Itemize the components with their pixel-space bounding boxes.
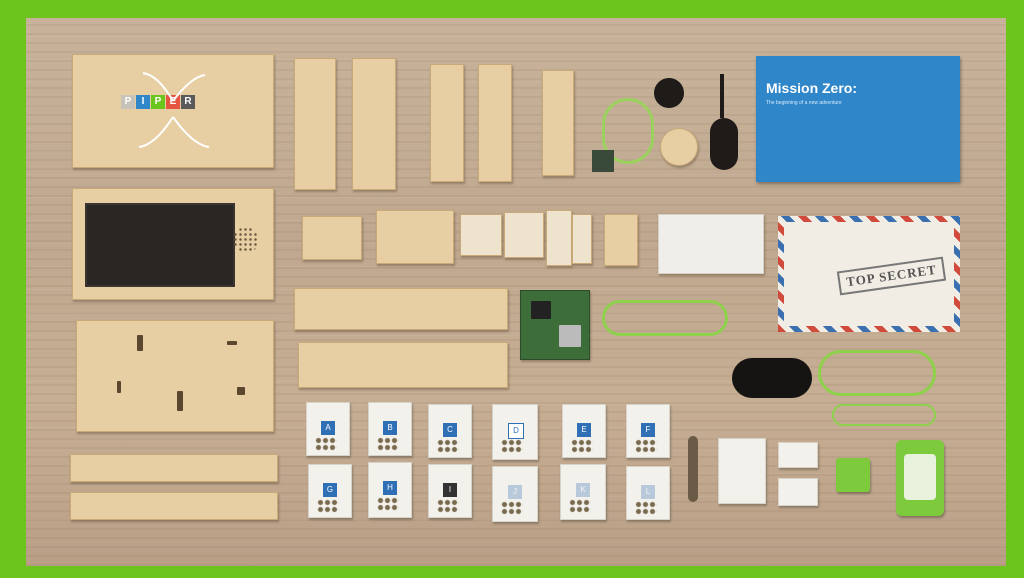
logo-letter: P xyxy=(151,95,165,109)
speaker xyxy=(654,78,684,108)
breadboard xyxy=(718,438,766,504)
parts-bag: E xyxy=(562,404,606,458)
long-panel-2 xyxy=(298,342,508,388)
puzzle-piece-4 xyxy=(572,214,592,264)
puzzle-piece-1 xyxy=(460,214,502,256)
bag-label: E xyxy=(577,423,591,437)
parts-bag: H xyxy=(368,462,412,518)
bag-label: I xyxy=(443,483,457,497)
front-panel-with-screen xyxy=(72,188,274,300)
bag-label: G xyxy=(323,483,337,497)
bag-label: J xyxy=(508,485,522,499)
display-screen xyxy=(85,203,235,287)
bag-label: D xyxy=(508,423,524,439)
camera-module xyxy=(592,150,614,172)
logo-circuit-lines xyxy=(138,72,210,148)
small-white-box-1 xyxy=(778,442,818,468)
long-strip-2 xyxy=(70,492,278,520)
side-piece-2 xyxy=(352,58,396,190)
parts-bag: J xyxy=(492,466,538,522)
puzzle-piece-3 xyxy=(546,210,572,266)
wood-ring-piece xyxy=(660,128,698,166)
mouse xyxy=(710,118,738,170)
small-white-box-2 xyxy=(778,478,818,506)
bag-label: A xyxy=(321,421,335,435)
parts-bag: D xyxy=(492,404,538,460)
bag-label: H xyxy=(383,481,397,495)
speaker-cable xyxy=(602,98,654,164)
book-title: Mission Zero: xyxy=(766,80,858,96)
battery-holder-piece xyxy=(376,210,454,264)
speaker-grille xyxy=(233,227,259,253)
side-piece-4 xyxy=(478,64,512,182)
book-subtitle: The beginning of a new adventure xyxy=(766,100,842,106)
mission-zero-book: Mission Zero: The beginning of a new adv… xyxy=(756,56,960,182)
bottom-panel xyxy=(76,320,274,432)
logo-letter: E xyxy=(166,95,180,109)
white-case xyxy=(658,214,764,274)
top-secret-envelope: TOP SECRET xyxy=(778,216,960,332)
screwdriver xyxy=(688,436,698,502)
mouse-cable xyxy=(720,74,724,118)
logo-letter: R xyxy=(181,95,195,109)
top-panel-with-logo: P I P E R xyxy=(72,54,274,168)
long-strip-1 xyxy=(70,454,278,482)
battery-pack xyxy=(896,440,944,516)
parts-bag: L xyxy=(626,466,670,520)
puzzle-piece-2 xyxy=(504,212,544,258)
small-block-2 xyxy=(604,214,638,266)
bag-label: L xyxy=(641,485,655,499)
parts-bag: I xyxy=(428,464,472,518)
parts-bag: A xyxy=(306,402,350,456)
side-piece-1 xyxy=(294,58,336,190)
power-adapter xyxy=(836,458,870,492)
bag-label: C xyxy=(443,423,457,437)
parts-bag: G xyxy=(308,464,352,518)
green-usb-cable-3 xyxy=(832,404,936,426)
raspberry-pi-board xyxy=(520,290,590,360)
top-secret-stamp: TOP SECRET xyxy=(836,256,947,296)
long-panel-1 xyxy=(294,288,508,330)
side-piece-3 xyxy=(430,64,464,182)
wood-table-background: P I P E R xyxy=(26,18,1006,566)
piper-logo: P I P E R xyxy=(121,95,196,109)
bag-label: K xyxy=(576,483,590,497)
logo-letter: I xyxy=(136,95,150,109)
parts-bag: F xyxy=(626,404,670,458)
logo-letter: P xyxy=(121,95,135,109)
parts-bag: K xyxy=(560,464,606,520)
parts-bag: C xyxy=(428,404,472,458)
parts-bag: B xyxy=(368,402,412,456)
green-usb-cable-2 xyxy=(818,350,936,396)
green-usb-cable-1 xyxy=(602,300,728,336)
jumper-wires xyxy=(732,358,812,398)
bag-label: F xyxy=(641,423,655,437)
bag-label: B xyxy=(383,421,397,435)
small-block-1 xyxy=(302,216,362,260)
side-piece-5 xyxy=(542,70,574,176)
